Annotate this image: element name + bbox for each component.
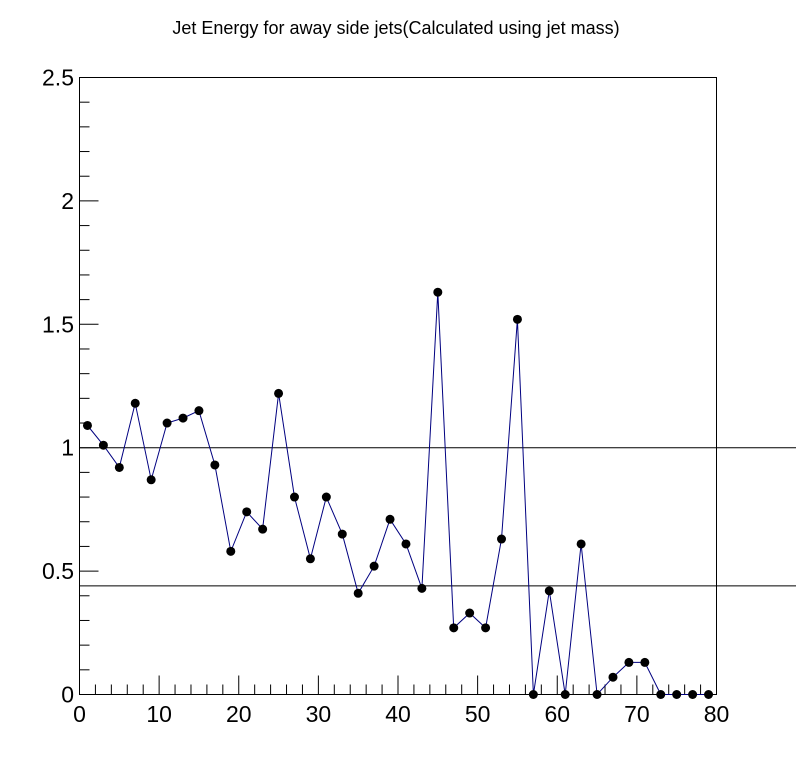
- data-point: [433, 287, 443, 297]
- data-point: [385, 514, 395, 524]
- y-tick-label: 1.5: [42, 311, 74, 337]
- x-tick-label: 20: [226, 701, 252, 727]
- data-point: [162, 418, 172, 428]
- chart-title: Jet Energy for away side jets(Calculated…: [172, 18, 619, 38]
- data-point: [369, 561, 379, 571]
- data-point: [576, 539, 586, 549]
- data-point: [465, 608, 475, 618]
- x-tick-label: 0: [73, 701, 86, 727]
- data-point: [624, 657, 634, 667]
- data-point: [289, 492, 299, 502]
- plot-frame: [79, 77, 717, 695]
- y-tick-label: 2: [61, 188, 74, 214]
- x-tick-label: 10: [146, 701, 172, 727]
- data-point: [608, 672, 618, 682]
- data-point: [656, 690, 666, 699]
- y-tick-label: 0.5: [42, 558, 74, 584]
- data-point: [274, 388, 284, 398]
- x-tick-label: 40: [385, 701, 411, 727]
- data-point: [672, 690, 682, 699]
- data-markers: [82, 287, 714, 699]
- data-point: [178, 413, 188, 423]
- y-tick-label: 1: [61, 435, 74, 461]
- data-point: [210, 460, 220, 470]
- data-point: [481, 623, 491, 633]
- data-point: [114, 462, 124, 472]
- data-point: [226, 546, 236, 556]
- data-point: [401, 539, 411, 549]
- data-point: [337, 529, 347, 539]
- data-point: [305, 554, 315, 564]
- x-tick-label: 60: [544, 701, 570, 727]
- data-point: [417, 583, 427, 593]
- x-tick-label: 70: [624, 701, 650, 727]
- data-point: [98, 440, 108, 450]
- x-tick-label: 30: [306, 701, 332, 727]
- data-point: [544, 586, 554, 596]
- data-point: [242, 507, 252, 517]
- data-point: [258, 524, 268, 534]
- y-tick-label: 0: [61, 682, 74, 708]
- data-point: [194, 406, 204, 416]
- x-tick-label: 50: [465, 701, 491, 727]
- data-point: [321, 492, 331, 502]
- data-point: [704, 690, 714, 699]
- data-point: [130, 398, 140, 408]
- data-point: [688, 690, 698, 699]
- data-point: [592, 690, 602, 699]
- data-point: [512, 314, 522, 324]
- data-point: [640, 657, 650, 667]
- data-point: [82, 420, 92, 430]
- data-point: [560, 690, 570, 699]
- series-line-group: [87, 292, 709, 696]
- y-tick-label: 2.5: [42, 65, 74, 91]
- reference-lines: [79, 447, 796, 587]
- axes: 0 10 20 30 40 50 60 70 80 0 0.5 1 1.5 2 2.5: [42, 65, 729, 728]
- data-point: [449, 623, 459, 633]
- data-point: [146, 475, 156, 485]
- data-point: [353, 588, 363, 598]
- x-tick-label: 80: [704, 701, 730, 727]
- data-point: [497, 534, 507, 544]
- data-point: [528, 690, 538, 699]
- series-line: [87, 292, 709, 696]
